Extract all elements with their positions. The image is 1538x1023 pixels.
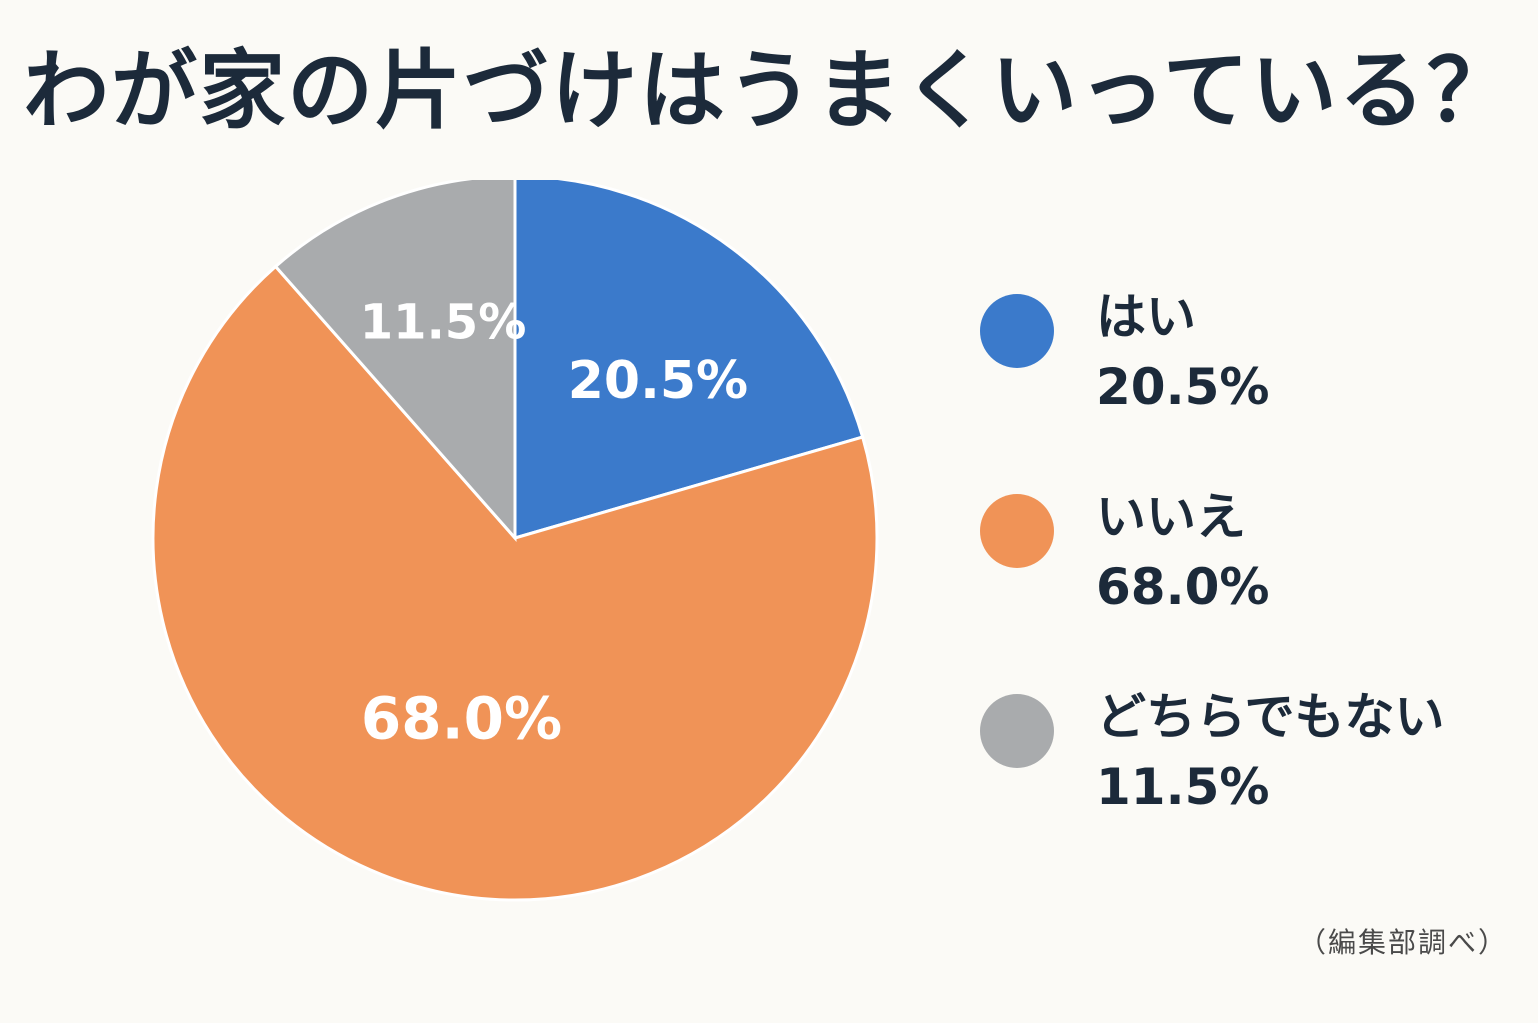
pie-labels: 20.5% 68.0% 11.5% — [360, 294, 748, 752]
pie-label-iie: 68.0% — [361, 684, 562, 752]
legend-value-dochiradenai: 11.5% — [1096, 758, 1270, 816]
legend-item-dochiradenai: どちらでもない 11.5% — [980, 690, 1500, 890]
legend-value-hai: 20.5% — [1096, 358, 1270, 416]
source-note: （編集部調べ） — [1297, 926, 1508, 959]
pie-chart: 20.5% 68.0% 11.5% — [151, 180, 879, 902]
legend-item-hai: はい 20.5% — [980, 290, 1500, 490]
legend-swatch-dochiradenai — [980, 694, 1054, 768]
pie-label-hai: 20.5% — [568, 351, 748, 411]
legend-swatch-hai — [980, 294, 1054, 368]
legend-label-iie: いいえ — [1096, 488, 1246, 546]
legend-value-iie: 68.0% — [1096, 558, 1270, 616]
legend-swatch-iie — [980, 494, 1054, 568]
legend-label-dochiradenai: どちらでもない — [1096, 688, 1445, 746]
pie-label-dochiradenai: 11.5% — [360, 294, 527, 350]
pie-slices — [151, 180, 879, 902]
chart-title: わが家の片づけはうまくいっている？ — [23, 41, 1515, 141]
pie-slice-iie — [151, 264, 879, 902]
legend-label-hai: はい — [1096, 288, 1196, 346]
legend-item-iie: いいえ 68.0% — [980, 490, 1500, 690]
legend: はい 20.5% いいえ 68.0% どちらでもない 11.5% — [980, 290, 1500, 890]
pie-slice-hai — [513, 180, 865, 540]
pie-slice-dochiradenai — [273, 180, 517, 542]
